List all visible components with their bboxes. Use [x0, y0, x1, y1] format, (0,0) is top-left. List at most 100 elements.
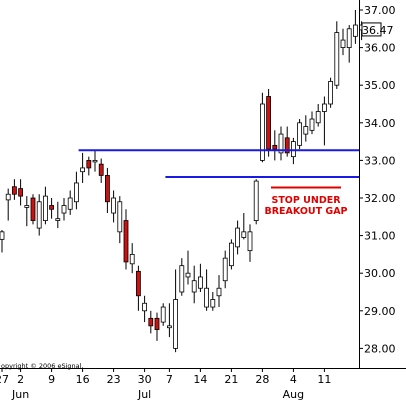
candle: [241, 213, 247, 240]
price-tick-label: 34.00: [364, 117, 396, 130]
candle-body: [49, 205, 54, 210]
candle: [259, 92, 265, 163]
candle-body: [334, 32, 340, 86]
date-tick-label: 9: [48, 373, 55, 386]
candle-body: [36, 201, 42, 229]
annotation-line-2: BREAKOUT GAP: [264, 206, 347, 217]
candle-body: [235, 227, 241, 248]
candle: [204, 269, 210, 311]
candle: [352, 10, 358, 44]
candle: [315, 104, 321, 127]
candle: [111, 190, 116, 223]
candle-body: [5, 193, 11, 201]
candle-body: [154, 317, 160, 331]
price-tick-label: 32.00: [364, 192, 396, 205]
candle: [74, 171, 79, 210]
candle-body: [117, 201, 123, 233]
candle: [0, 229, 5, 253]
candle: [340, 28, 346, 56]
candle: [18, 179, 24, 206]
price-tick-label: 28.00: [364, 342, 396, 355]
price-tick-label: 37.00: [364, 4, 396, 17]
price-tick-label: 29.00: [364, 305, 396, 318]
candle: [328, 77, 334, 108]
candle: [166, 303, 172, 338]
candle-body: [191, 280, 197, 293]
candle: [43, 186, 48, 225]
candle: [191, 265, 197, 304]
candle-body: [253, 180, 259, 221]
candle-body: [160, 306, 166, 323]
candle: [92, 151, 98, 172]
date-tick-label: 4: [290, 373, 297, 386]
candle: [24, 196, 30, 227]
candle-body: [197, 276, 203, 289]
candle-body: [216, 287, 222, 297]
candle: [117, 196, 123, 244]
candle-body: [142, 302, 148, 312]
date-tick-label: 2: [17, 373, 24, 386]
candle: [98, 158, 104, 183]
candle-body: [135, 270, 141, 297]
last-price-label: 36.47: [362, 24, 394, 37]
price-tick-label: 36.00: [364, 42, 396, 55]
annotation-line-1: STOP UNDER: [271, 195, 341, 206]
candle: [30, 194, 36, 225]
date-tick-label: 16: [76, 373, 90, 386]
candle-body: [0, 231, 5, 240]
candle-body: [346, 28, 352, 48]
date-tick-label: 30: [138, 373, 152, 386]
candle: [105, 167, 110, 214]
candle-body: [228, 242, 234, 267]
date-tick-label: 7: [166, 373, 173, 386]
candle: [334, 21, 340, 89]
price-tick-label: 30.00: [364, 267, 396, 280]
candle: [67, 190, 73, 215]
candle: [148, 310, 154, 334]
candle-body: [210, 299, 216, 308]
candle-body: [222, 257, 228, 282]
candle-body: [303, 126, 309, 135]
candle-body: [18, 188, 24, 197]
candle-body: [340, 39, 346, 48]
candle: [210, 292, 216, 311]
candle: [346, 25, 352, 63]
candle: [11, 179, 17, 200]
annotation-group: STOP UNDER BREAKOUT GAP: [264, 186, 348, 217]
candle-body: [328, 81, 334, 105]
candle-body: [321, 103, 327, 112]
month-label: Aug: [283, 388, 304, 401]
candle-body: [204, 287, 210, 308]
candle-body: [166, 325, 172, 329]
candle-body: [284, 137, 290, 154]
candle: [197, 263, 203, 292]
candle-body: [148, 317, 154, 327]
candle-body: [24, 205, 30, 208]
candle: [80, 152, 85, 183]
date-tick-label: 23: [107, 373, 121, 386]
candle-body: [111, 197, 116, 214]
last-price-marker: 36.47: [361, 22, 394, 37]
candle-body: [55, 218, 61, 221]
month-label: Jun: [11, 388, 29, 401]
candle: [49, 198, 54, 219]
candle-body: [185, 272, 191, 278]
candle-body: [309, 118, 315, 131]
candle-body: [105, 175, 110, 203]
candle: [160, 303, 166, 326]
candle: [5, 188, 11, 221]
candle: [123, 209, 129, 270]
candle: [278, 126, 284, 161]
candle-body: [98, 163, 104, 176]
candle: [309, 111, 315, 135]
last-price-box: [361, 22, 382, 37]
date-tick-label: 28: [255, 373, 269, 386]
candle: [321, 96, 327, 146]
candle-body: [352, 24, 358, 37]
candle-body: [297, 122, 303, 146]
candle: [173, 269, 179, 353]
candle: [235, 220, 241, 255]
candle-body: [315, 111, 321, 124]
candle-body: [61, 205, 67, 214]
